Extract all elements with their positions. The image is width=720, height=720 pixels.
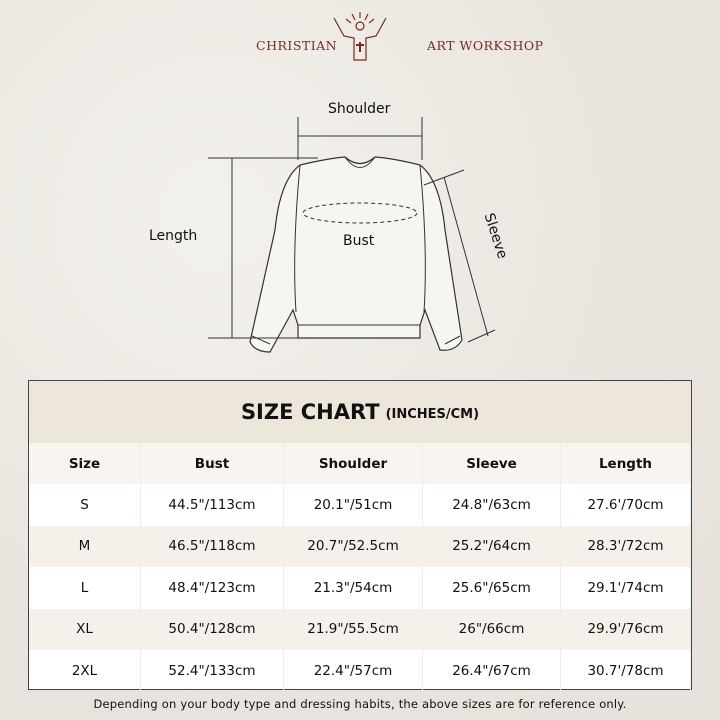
header-cell: Size <box>29 443 141 485</box>
table-cell: 26"/66cm <box>423 608 561 650</box>
table-cell: 30.7'/78cm <box>561 649 691 692</box>
table-cell: 48.4"/123cm <box>141 567 284 609</box>
table-cell: 52.4"/133cm <box>141 649 284 692</box>
table-cell: 29.1'/74cm <box>561 567 691 609</box>
brand-logo <box>333 12 387 61</box>
table-row: XL 50.4"/128cm 21.9"/55.5cm 26"/66cm 29.9'/7… <box>29 608 691 650</box>
title-unit: (INCHES/CM) <box>385 406 480 422</box>
header-cell: Shoulder <box>284 443 423 485</box>
reference-note: Depending on your body type and dressing… <box>93 697 627 711</box>
table-cell: 44.5"/113cm <box>141 484 284 526</box>
table-row: M 46.5"/118cm 20.7"/52.5cm 25.2"/64cm 28.3'/… <box>29 525 691 568</box>
sweatshirt-diagram <box>208 117 496 353</box>
table-row: S 44.5"/113cm 20.1"/51cm 24.8"/63cm 27.6'/70… <box>29 484 691 526</box>
table-cell: 21.3"/54cm <box>284 567 423 609</box>
length-label: Length <box>149 228 198 244</box>
table-cell: 24.8"/63cm <box>423 484 561 526</box>
brand-right: ART WORKSHOP <box>427 38 544 53</box>
table-cell: M <box>29 525 141 568</box>
table-cell: 46.5"/118cm <box>141 525 284 568</box>
table-cell: 26.4"/67cm <box>423 649 561 692</box>
table-cell: 28.3'/72cm <box>561 525 691 568</box>
table-cell: 22.4"/57cm <box>284 649 423 692</box>
table-cell: 27.6'/70cm <box>561 484 691 526</box>
table-header-row: Size Bust Shoulder Sleeve Length <box>29 443 691 485</box>
table-cell: 2XL <box>29 649 141 692</box>
brand-left: CHRISTIAN <box>256 38 338 53</box>
title-text: SIZE CHART <box>240 400 380 424</box>
table-cell: 29.9'/76cm <box>561 608 691 650</box>
table-cell: 21.9"/55.5cm <box>284 608 423 650</box>
table-row: 2XL 52.4"/133cm 22.4"/57cm 26.4"/67cm 30.7'/… <box>29 649 691 692</box>
table-cell: 20.1"/51cm <box>284 484 423 526</box>
bust-label: Bust <box>343 233 375 249</box>
table-cell: 25.2"/64cm <box>423 525 561 568</box>
table-cell: L <box>29 567 141 609</box>
table-cell: S <box>29 484 141 526</box>
header-cell: Bust <box>141 443 284 485</box>
table-title: SIZE CHART (INCHES/CM) <box>29 381 691 443</box>
header-cell: Sleeve <box>423 443 561 485</box>
header-cell: Length <box>561 443 691 485</box>
size-chart-table: SIZE CHART (INCHES/CM) Size Bust Shoulde… <box>28 380 692 692</box>
table-cell: 20.7"/52.5cm <box>284 525 423 568</box>
table-cell: XL <box>29 608 141 650</box>
table-row: L 48.4"/123cm 21.3"/54cm 25.6"/65cm 29.1'/74… <box>29 567 691 609</box>
table-cell: 25.6"/65cm <box>423 567 561 609</box>
shoulder-label: Shoulder <box>328 101 391 117</box>
table-cell: 50.4"/128cm <box>141 608 284 650</box>
